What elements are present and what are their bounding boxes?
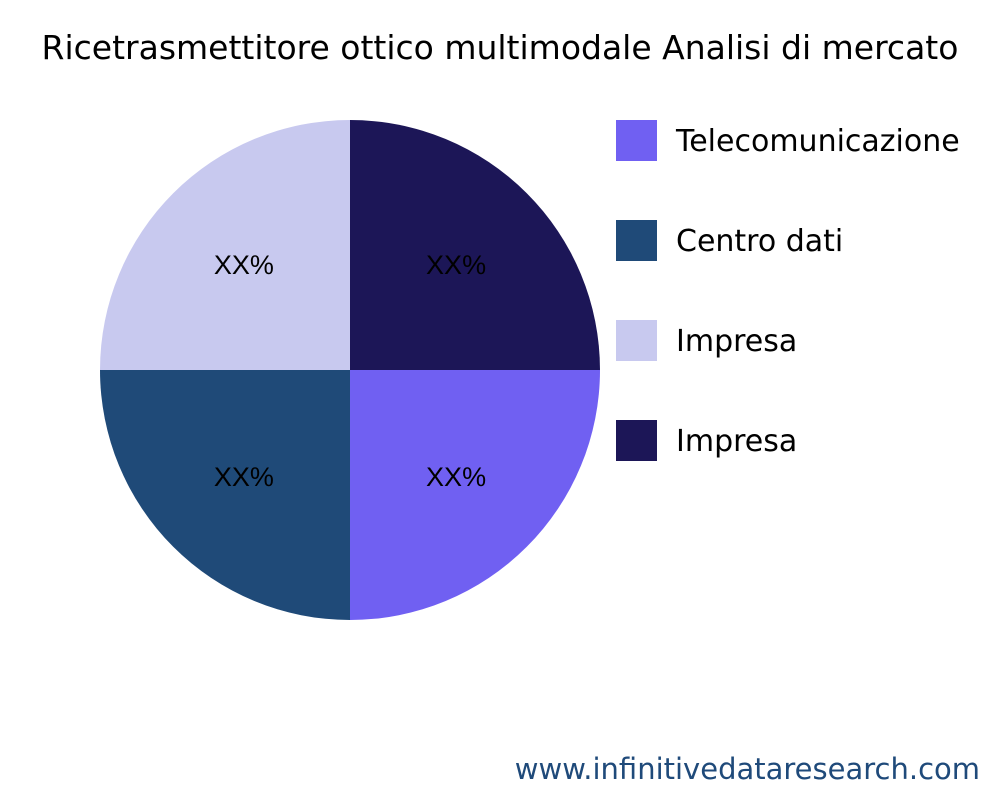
slice-label-0: XX% xyxy=(426,462,486,492)
legend-label-2[interactable]: Impresa xyxy=(676,324,797,359)
slice-label-1: XX% xyxy=(214,462,274,492)
legend-label-3[interactable]: Impresa xyxy=(676,424,797,459)
legend-swatch-2[interactable] xyxy=(616,320,657,361)
pie-slice-1[interactable] xyxy=(100,370,350,620)
legend-label-1[interactable]: Centro dati xyxy=(676,224,843,259)
legend-swatch-1[interactable] xyxy=(616,220,657,261)
pie-slice-2[interactable] xyxy=(100,120,350,370)
chart-title: Ricetrasmettitore ottico multimodale Ana… xyxy=(41,28,959,67)
legend-swatch-0[interactable] xyxy=(616,120,657,161)
legend-label-0[interactable]: Telecomunicazione xyxy=(675,124,960,159)
slice-label-3: XX% xyxy=(426,250,486,280)
legend-swatch-3[interactable] xyxy=(616,420,657,461)
footer-url[interactable]: www.infinitivedataresearch.com xyxy=(514,752,980,786)
slice-label-2: XX% xyxy=(214,250,274,280)
pie-slice-0[interactable] xyxy=(350,370,600,620)
pie-slice-3[interactable] xyxy=(350,120,600,370)
